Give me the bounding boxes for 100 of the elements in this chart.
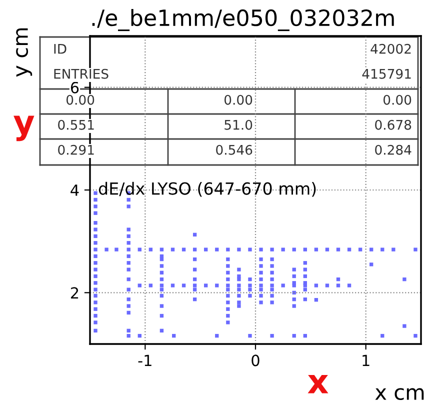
point (303, 334, 307, 338)
point (126, 248, 130, 252)
point (94, 268, 98, 272)
point (259, 284, 263, 288)
point (325, 248, 330, 252)
point (336, 248, 340, 252)
point (259, 294, 263, 298)
point (270, 334, 274, 338)
point (314, 284, 318, 288)
point (336, 277, 340, 282)
point (414, 248, 418, 252)
point (94, 274, 98, 278)
point (160, 284, 164, 288)
point (192, 284, 197, 288)
text: x (308, 374, 328, 394)
point (270, 284, 274, 288)
point (94, 228, 98, 232)
point (126, 277, 130, 282)
point (94, 281, 98, 285)
point (182, 248, 186, 252)
point (114, 248, 118, 252)
point (226, 294, 230, 298)
point (94, 204, 98, 208)
annotation: 0.00 (66, 94, 94, 105)
point (237, 288, 241, 292)
point (270, 277, 274, 282)
point (94, 307, 98, 311)
point (226, 288, 230, 292)
point (237, 304, 241, 308)
point (303, 281, 307, 285)
point (126, 241, 130, 245)
point (392, 248, 396, 252)
annotation: 42002 (370, 44, 411, 54)
point (192, 298, 197, 302)
point (215, 284, 219, 288)
point (402, 277, 406, 282)
point (270, 264, 274, 268)
annotation: 0.291 (58, 144, 94, 155)
point (237, 268, 241, 272)
point (94, 254, 98, 258)
point (270, 270, 274, 274)
point (148, 284, 153, 288)
point (259, 264, 263, 268)
point (358, 248, 362, 252)
point (126, 268, 130, 272)
y-tick-label: 4 (70, 184, 79, 196)
point (281, 284, 285, 288)
point (270, 288, 274, 292)
point (226, 307, 230, 311)
point (270, 294, 274, 298)
point (303, 268, 307, 272)
y-axis-title: y cm (16, 28, 32, 77)
point (204, 284, 208, 288)
annotation: ENTRIES (54, 68, 108, 79)
point (259, 300, 263, 304)
point (94, 198, 98, 202)
point (192, 257, 197, 262)
annotation: dE/dx LYSO (647-670 mm) (98, 182, 316, 197)
point (226, 257, 230, 262)
point (126, 261, 130, 265)
point (314, 298, 318, 302)
point (192, 248, 197, 252)
annotation: 415791 (362, 68, 411, 79)
point (237, 300, 241, 304)
point (126, 310, 130, 315)
point (226, 284, 230, 288)
point (94, 191, 98, 195)
point (192, 277, 197, 282)
point (226, 264, 230, 268)
annotation: 51.0 (224, 120, 252, 130)
point (226, 277, 230, 282)
point (126, 228, 130, 232)
point (303, 274, 307, 278)
point (204, 248, 208, 252)
point (126, 234, 130, 238)
point (94, 234, 98, 238)
point (259, 288, 263, 292)
annotation: 0.551 (58, 120, 94, 130)
annotation: 0.546 (216, 144, 252, 155)
point (94, 248, 98, 252)
point (138, 248, 142, 252)
point (314, 248, 318, 252)
point (303, 298, 307, 302)
point (126, 298, 130, 302)
point (281, 248, 285, 252)
point (248, 284, 252, 288)
point (192, 268, 197, 272)
point (126, 204, 130, 208)
point (94, 294, 98, 298)
point (237, 284, 241, 288)
point (182, 284, 186, 288)
point (126, 334, 130, 338)
point (370, 248, 374, 252)
point (414, 334, 418, 338)
point (94, 328, 98, 332)
point (370, 262, 374, 266)
point (215, 334, 219, 338)
point (292, 304, 296, 308)
point (226, 300, 230, 304)
point (160, 288, 164, 292)
